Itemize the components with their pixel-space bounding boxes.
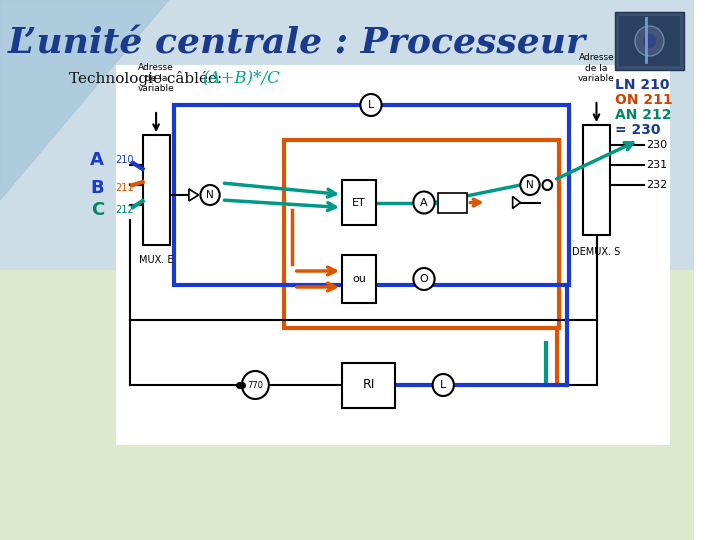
Text: LN 210: LN 210 — [615, 78, 670, 92]
Text: Adresse
de la
variable: Adresse de la variable — [578, 53, 615, 83]
Text: AN 212: AN 212 — [615, 108, 671, 122]
Polygon shape — [189, 189, 199, 201]
Bar — [342, 180, 376, 225]
Text: B: B — [91, 179, 104, 197]
Bar — [284, 140, 559, 328]
Text: 770: 770 — [248, 381, 264, 389]
Text: (A+B)*/C: (A+B)*/C — [202, 70, 280, 86]
Bar — [583, 125, 610, 235]
Circle shape — [433, 374, 454, 396]
Text: Technologie câblée:: Technologie câblée: — [69, 71, 222, 85]
Text: = 230: = 230 — [615, 123, 660, 137]
Text: 230: 230 — [647, 140, 667, 150]
Text: L’unité centrale : Processeur: L’unité centrale : Processeur — [8, 26, 585, 60]
Text: N: N — [206, 190, 214, 200]
Text: L: L — [368, 100, 374, 110]
Circle shape — [635, 26, 664, 56]
Text: ON 211: ON 211 — [615, 93, 672, 107]
Circle shape — [200, 185, 220, 205]
Bar — [438, 192, 467, 213]
Text: MUX. E: MUX. E — [139, 255, 174, 265]
Text: O: O — [420, 274, 428, 284]
Circle shape — [542, 180, 552, 190]
Text: A: A — [420, 198, 428, 207]
Text: RI: RI — [362, 379, 375, 392]
Text: ou: ou — [352, 274, 366, 284]
Bar — [174, 105, 569, 285]
Bar — [342, 362, 395, 408]
Text: 212: 212 — [116, 205, 134, 215]
Circle shape — [413, 192, 435, 213]
Text: Adresse
de la
variable: Adresse de la variable — [138, 63, 174, 93]
Text: 231: 231 — [647, 160, 667, 170]
Bar — [342, 255, 376, 303]
Circle shape — [643, 34, 656, 48]
Polygon shape — [513, 197, 521, 208]
Circle shape — [361, 94, 382, 116]
Bar — [0, 0, 694, 270]
Bar — [615, 12, 684, 70]
Text: ET: ET — [352, 198, 366, 207]
Polygon shape — [0, 0, 168, 200]
Text: DEMUX. S: DEMUX. S — [572, 247, 621, 257]
Circle shape — [242, 371, 269, 399]
Circle shape — [413, 268, 435, 290]
Bar — [618, 16, 680, 66]
Text: 211: 211 — [116, 183, 134, 193]
Text: N: N — [526, 180, 534, 190]
Text: 210: 210 — [116, 155, 134, 165]
Circle shape — [521, 175, 539, 195]
Bar — [116, 65, 670, 445]
Bar — [0, 270, 694, 540]
Text: C: C — [91, 201, 104, 219]
Text: 232: 232 — [647, 180, 668, 190]
Text: A: A — [90, 151, 104, 169]
Text: L: L — [440, 380, 446, 390]
Bar — [143, 135, 170, 245]
